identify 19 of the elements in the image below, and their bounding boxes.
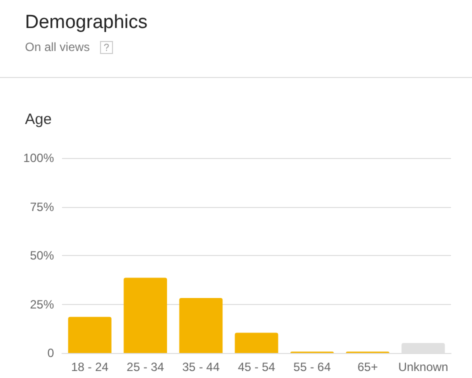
y-tick-label: 25% bbox=[30, 297, 54, 312]
chart-title: Demographics bbox=[25, 12, 148, 34]
x-tick-label: 45 - 54 bbox=[238, 360, 276, 374]
y-tick-label: 75% bbox=[30, 200, 54, 214]
bar bbox=[68, 316, 112, 353]
y-tick-label: 100% bbox=[23, 151, 54, 165]
y-tick-label: 0 bbox=[47, 346, 54, 360]
x-tick-label: 18 - 24 bbox=[71, 360, 109, 374]
bar bbox=[234, 332, 278, 353]
bar bbox=[124, 278, 168, 353]
y-tick-label: 50% bbox=[30, 248, 54, 262]
text: Age bbox=[25, 111, 52, 128]
x-tick-label: 35 - 44 bbox=[182, 360, 220, 374]
x-tick-label: 25 - 34 bbox=[126, 360, 164, 374]
x-tick-label: 55 - 64 bbox=[293, 360, 332, 374]
x-tick-label: 65+ bbox=[357, 360, 378, 374]
x-tick-label: Unknown bbox=[398, 360, 448, 374]
bar bbox=[179, 298, 223, 353]
chart-subtitle: On all views bbox=[25, 40, 90, 54]
